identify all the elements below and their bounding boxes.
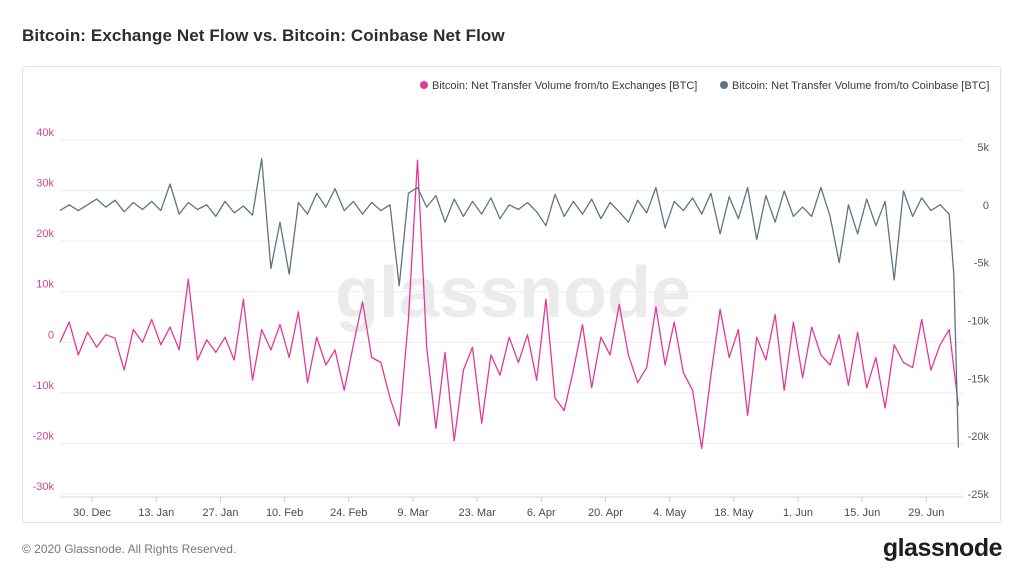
x-axis: 30. Dec 13. Jan 27. Jan 10. Feb 24. Feb 9. Ma… bbox=[60, 496, 963, 519]
legend-marker-coinbase bbox=[720, 81, 728, 89]
left-axis-tick-label: 10k bbox=[36, 279, 54, 291]
copyright-text: © 2020 Glassnode. All Rights Reserved. bbox=[22, 542, 237, 556]
x-axis-tick-label: 1. Jun bbox=[783, 507, 813, 519]
left-axis-tick-label: 30k bbox=[36, 178, 54, 190]
right-axis-tick-label: 5k bbox=[977, 142, 989, 154]
x-axis-tick-label: 18. May bbox=[714, 507, 754, 519]
right-axis-tick-label: -25k bbox=[968, 489, 990, 501]
x-axis-tick-label: 29. Jun bbox=[908, 507, 944, 519]
right-axis: 5k 0 -5k -10k -15k -20k -25k bbox=[968, 142, 990, 501]
series bbox=[59, 157, 960, 450]
coinbase-series-line bbox=[59, 157, 960, 448]
chart-panel: glassnode 40k 30k 20k 10k 0 -10k -20k -30k 5k 0 -… bbox=[22, 66, 1001, 523]
left-axis-tick-label: 40k bbox=[36, 127, 54, 139]
x-axis-tick-label: 15. Jun bbox=[844, 507, 880, 519]
left-axis-tick-label: 0 bbox=[48, 329, 54, 341]
left-axis-tick-label: -10k bbox=[33, 380, 55, 392]
x-axis-tick-label: 20. Apr bbox=[588, 507, 623, 519]
x-axis-tick-label: 4. May bbox=[653, 507, 687, 519]
legend-label-exchanges: Bitcoin: Net Transfer Volume from/to Exc… bbox=[432, 80, 697, 92]
x-axis-tick-label: 13. Jan bbox=[138, 507, 174, 519]
x-axis-tick-label: 9. Mar bbox=[397, 507, 429, 519]
x-axis-tick-label: 6. Apr bbox=[527, 507, 556, 519]
left-axis-tick-label: -20k bbox=[33, 430, 55, 442]
legend-marker-exchanges bbox=[420, 81, 428, 89]
chart-canvas: glassnode 40k 30k 20k 10k 0 -10k -20k -30k 5k 0 -… bbox=[33, 80, 990, 519]
left-axis-tick-label: 20k bbox=[36, 228, 54, 240]
right-axis-tick-label: -20k bbox=[968, 431, 990, 443]
right-axis-tick-label: 0 bbox=[983, 200, 989, 212]
x-axis-tick-label: 30. Dec bbox=[73, 507, 111, 519]
legend: Bitcoin: Net Transfer Volume from/to Exc… bbox=[420, 80, 989, 92]
left-axis: 40k 30k 20k 10k 0 -10k -20k -30k bbox=[33, 127, 55, 493]
right-axis-tick-label: -10k bbox=[968, 316, 990, 328]
right-axis-tick-label: -15k bbox=[968, 373, 990, 385]
left-axis-tick-label: -30k bbox=[33, 481, 55, 493]
x-axis-tick-label: 24. Feb bbox=[330, 507, 367, 519]
x-axis-tick-label: 10. Feb bbox=[266, 507, 303, 519]
exchanges-series-line bbox=[59, 159, 960, 450]
right-axis-tick-label: -5k bbox=[974, 258, 990, 270]
x-axis-tick-label: 23. Mar bbox=[458, 507, 496, 519]
chart-title: Bitcoin: Exchange Net Flow vs. Bitcoin: … bbox=[22, 26, 505, 45]
x-axis-tick-label: 27. Jan bbox=[202, 507, 238, 519]
legend-label-coinbase: Bitcoin: Net Transfer Volume from/to Coi… bbox=[732, 80, 989, 92]
glassnode-logo: glassnode bbox=[882, 534, 1003, 562]
watermark: glassnode bbox=[335, 253, 691, 333]
